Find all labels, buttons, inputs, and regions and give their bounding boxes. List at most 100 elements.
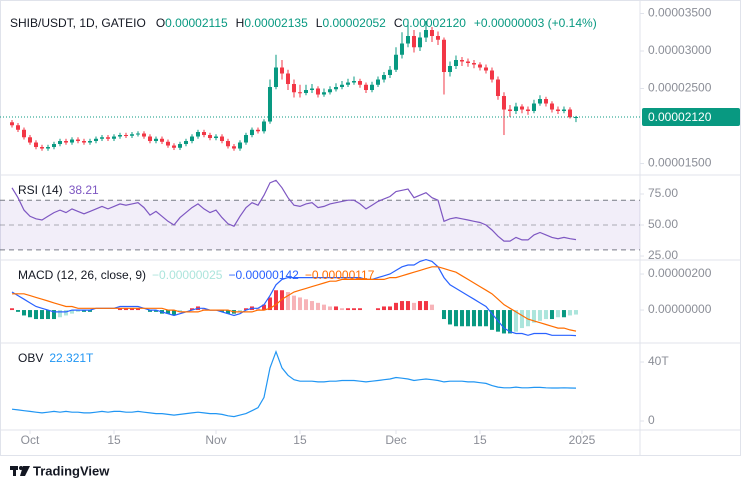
histogram-bar	[333, 306, 338, 311]
indicator-legend: OBV 22.321T	[18, 351, 94, 365]
x-tick-label: Dec	[385, 433, 406, 447]
candle-body	[357, 81, 362, 85]
candle-body	[435, 36, 440, 40]
frame	[0, 0, 741, 456]
candle-body	[303, 90, 308, 94]
candle-body	[171, 145, 176, 148]
histogram-bar	[483, 310, 488, 327]
histogram-bar	[261, 304, 266, 311]
candle-body	[315, 88, 320, 95]
y-tick-label: 0	[648, 413, 655, 427]
indicator-value: −0.00000117	[305, 268, 375, 282]
y-tick-label: 0.00000200	[648, 266, 712, 280]
indicator-value: −0.00000025	[152, 268, 223, 282]
x-tick-label: 2025	[569, 433, 596, 447]
histogram-bar	[21, 310, 26, 316]
histogram-bar	[531, 310, 536, 323]
candle-body	[189, 136, 194, 142]
candle-body	[459, 60, 464, 62]
histogram-bar	[63, 310, 68, 316]
histogram-bar	[123, 308, 128, 311]
histogram-bar	[381, 306, 386, 311]
candle-body	[93, 138, 98, 142]
candle-body	[381, 75, 386, 80]
candle-body	[219, 136, 224, 142]
indicator-value: −0.00000142	[228, 268, 299, 282]
symbol-title: SHIB/USDT, 1D, GATEIO	[10, 16, 146, 30]
candle-body	[129, 134, 134, 136]
candle-body	[429, 30, 434, 37]
candle-body	[375, 79, 380, 85]
candle-body	[417, 37, 422, 48]
histogram-bar	[189, 308, 194, 311]
candle-body	[489, 70, 494, 80]
histogram-bar	[543, 310, 548, 320]
ohlc-value: 0.00002135	[244, 16, 308, 30]
candle-body	[369, 84, 374, 91]
histogram-bar	[279, 290, 284, 311]
candle-body	[99, 137, 104, 139]
histogram-bar	[309, 301, 314, 311]
histogram-bar	[15, 310, 20, 312]
ohlc-key: C	[394, 16, 403, 30]
candle-body	[483, 67, 488, 71]
logo-part	[19, 466, 23, 470]
histogram-bar	[129, 308, 134, 311]
histogram-bar	[81, 310, 86, 312]
candle-body	[69, 139, 74, 143]
candle-body	[159, 138, 164, 142]
candle-body	[261, 121, 266, 132]
symbol-legend: SHIB/USDT, 1D, GATEIO O0.00002115 H0.00002…	[10, 16, 597, 30]
histogram-bar	[219, 310, 224, 312]
candle-body	[39, 147, 44, 149]
candle-body	[561, 109, 566, 112]
histogram-bar	[471, 310, 476, 327]
indicator-legend: RSI (14) 38.21	[18, 183, 99, 197]
y-tick-label: 0.00003000	[648, 43, 712, 57]
candle-body	[363, 84, 368, 91]
histogram-bar	[291, 295, 296, 311]
histogram-bar	[153, 310, 158, 312]
indicator-title: OBV	[18, 351, 43, 365]
ohlc-key: H	[236, 16, 245, 30]
candle-body	[267, 87, 272, 122]
candle-body	[237, 142, 242, 149]
histogram-bar	[27, 310, 32, 318]
histogram-bar	[351, 308, 356, 311]
candle-body	[15, 125, 20, 130]
histogram-bar	[135, 308, 140, 311]
x-tick-label: 15	[107, 433, 121, 447]
candle-body	[441, 39, 446, 73]
candle-body	[279, 67, 284, 74]
candle-body	[555, 109, 560, 112]
candle-body	[465, 61, 470, 64]
candle-body	[501, 96, 506, 110]
ohlc-key: L	[316, 16, 323, 30]
histogram-bar	[501, 310, 506, 334]
histogram-bar	[171, 310, 176, 316]
histogram-bar	[51, 310, 56, 320]
candle-body	[273, 67, 278, 88]
histogram-bar	[177, 310, 182, 312]
histogram-bar	[69, 310, 74, 314]
ohlc-value: 0.00002115	[165, 16, 228, 30]
histogram-bar	[255, 308, 260, 311]
candle-body	[405, 36, 410, 44]
histogram-bar	[75, 310, 80, 312]
last-price-box	[642, 108, 740, 127]
histogram-bar	[375, 308, 380, 311]
macd-line	[12, 266, 577, 332]
histogram-bar	[453, 310, 458, 327]
candle-body	[213, 136, 218, 139]
candle-body	[321, 92, 326, 95]
candle-body	[549, 103, 554, 110]
ohlc-key: O	[156, 16, 165, 30]
candle-body	[471, 63, 476, 65]
histogram-bar	[39, 310, 44, 320]
histogram-bar	[285, 292, 290, 311]
histogram-bar	[393, 302, 398, 311]
histogram-bar	[357, 308, 362, 311]
candle-body	[387, 69, 392, 76]
histogram-bar	[339, 308, 344, 311]
